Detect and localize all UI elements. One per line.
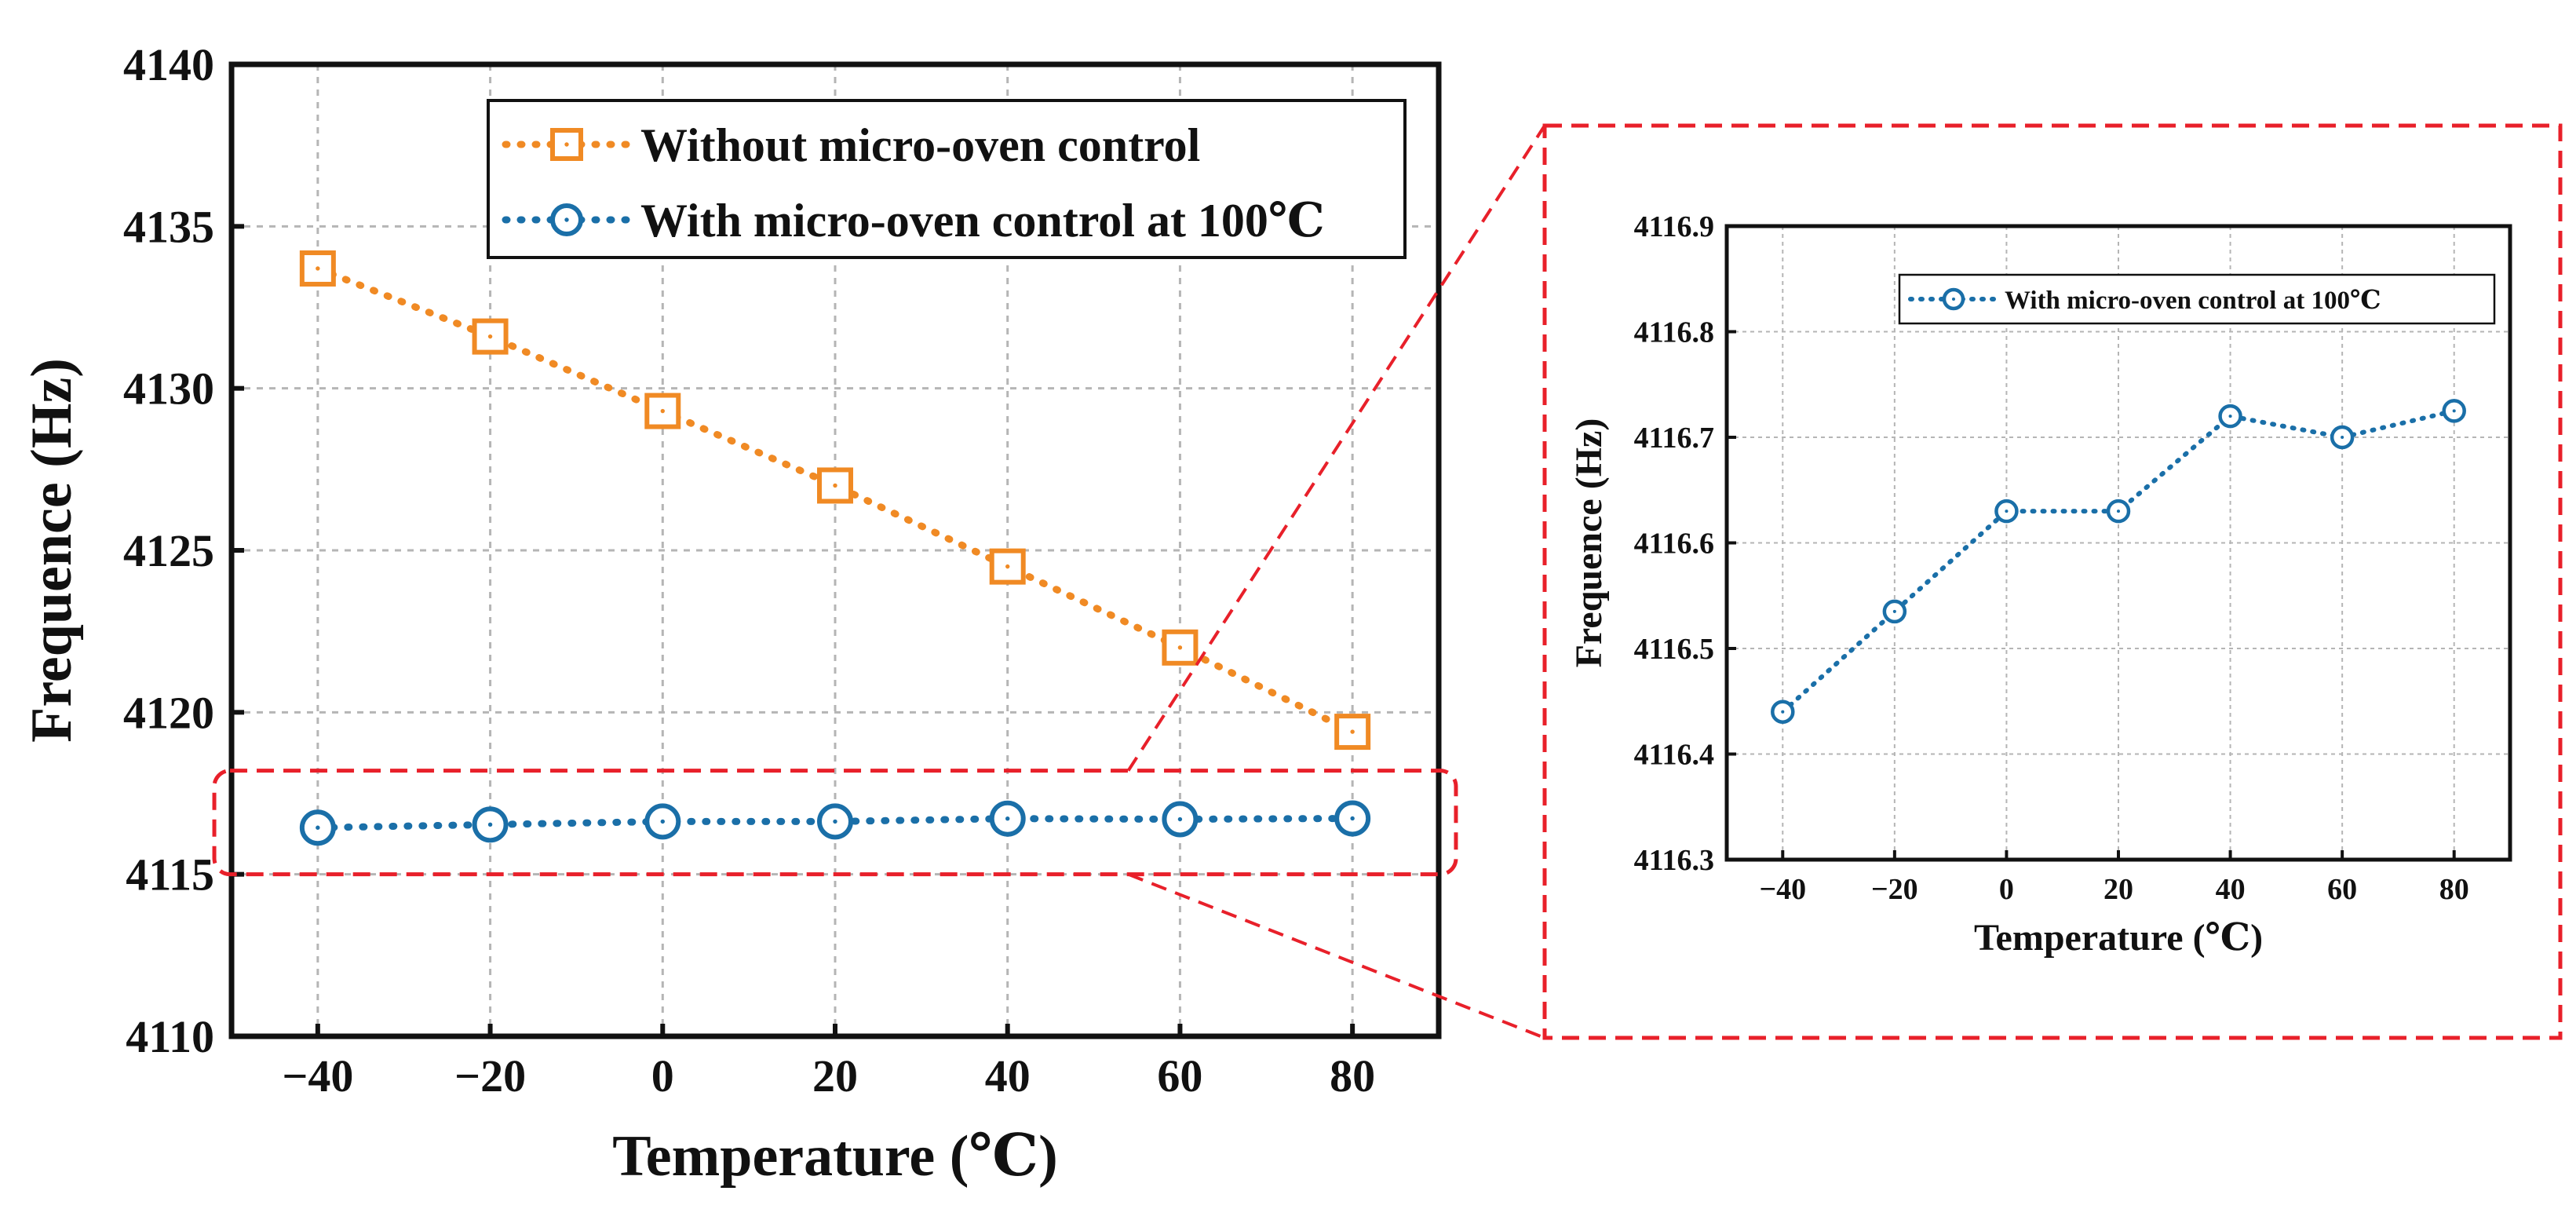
chart-0-series-0-point-dot xyxy=(1177,645,1183,650)
chart-0-series-0-point-dot xyxy=(316,266,320,271)
chart-0-series-0-point-dot xyxy=(660,408,665,414)
chart-0-y-axis-label: Frequence (Hz) xyxy=(20,358,84,743)
chart-0-y-tick-label: 4130 xyxy=(123,363,214,415)
chart-0-x-tick-label: 40 xyxy=(985,1050,1031,1101)
chart-1-y-tick-label: 4116.7 xyxy=(1634,422,1714,455)
chart-1-x-tick-label: 20 xyxy=(2103,873,2133,906)
chart-1-x-tick-label: 40 xyxy=(2216,873,2246,906)
chart-1: −40 −20 0 20 40 60 80 4116.3 4116.4 4116.5 4116.6 4… xyxy=(1568,210,2512,959)
chart-1-y-tick-label: 4116.6 xyxy=(1634,528,1714,561)
chart-1-y-tick-label: 4116.9 xyxy=(1634,210,1714,243)
chart-0-x-tick-label: 20 xyxy=(812,1050,858,1101)
chart-0-y-tick-label: 4115 xyxy=(126,849,214,900)
chart-1-legend-frame xyxy=(1898,273,2496,325)
chart-1-x-tick-label: −40 xyxy=(1759,873,1806,906)
chart-0-y-tick-label: 4110 xyxy=(126,1011,214,1062)
chart-0-series-0-point-dot xyxy=(1005,564,1010,569)
chart-0-series-1-point-dot xyxy=(316,825,320,830)
chart-0-series-0-point-dot xyxy=(833,483,837,488)
chart-0-y-tick-label: 4120 xyxy=(123,687,214,738)
chart-0-x-tick-label: 0 xyxy=(651,1050,674,1101)
chart-0-series-0-point xyxy=(1162,629,1199,666)
inset-zoom-frame xyxy=(1542,123,2563,1040)
chart-1-series-0-point-dot xyxy=(1781,710,1785,714)
chart-1-series-0-point-dot xyxy=(2452,409,2456,413)
highlight-box xyxy=(212,769,1458,877)
chart-0-y-tick-label: 4125 xyxy=(123,525,214,576)
chart-1-x-tick-label: 0 xyxy=(1999,873,2014,906)
chart-0-x-tick-label: 80 xyxy=(1330,1050,1375,1101)
chart-0-y-tick-label: 4135 xyxy=(123,201,214,252)
chart-1-legend-marker-dot xyxy=(1951,297,1956,301)
chart-0-series-0-point-dot xyxy=(487,334,493,339)
chart-1-series-0-point-dot xyxy=(1892,609,1896,613)
chart-0-x-tick-label: −20 xyxy=(454,1050,526,1101)
chart-1-y-tick-label: 4116.8 xyxy=(1634,316,1714,349)
chart-0-y-tick-label: 4140 xyxy=(123,39,214,90)
chart-1-series-0-point-dot xyxy=(2228,415,2232,418)
chart-0-series-1-point-dot xyxy=(487,822,493,827)
chart-1-y-tick-label: 4116.3 xyxy=(1634,844,1714,877)
chart-1-series-0-point-dot xyxy=(2005,510,2009,513)
chart-1-series-0-point-dot xyxy=(2341,435,2344,440)
chart-0-legend: Without micro-oven control With micro-ove… xyxy=(487,99,1407,259)
chart-1-y-tick-label: 4116.4 xyxy=(1634,739,1714,772)
chart-1-x-tick-label: −20 xyxy=(1871,873,1918,906)
chart-0-series-1-point-dot xyxy=(1177,816,1183,822)
chart-1-x-axis-label: Temperature (℃) xyxy=(1974,917,2263,959)
chart-0-legend-label: With micro-oven control at 100℃ xyxy=(640,195,1325,247)
chart-0-series-0-point-dot xyxy=(1350,729,1355,734)
chart-1-x-tick-label: 80 xyxy=(2439,873,2469,906)
chart-0-series-1-point-dot xyxy=(833,819,837,824)
chart-0-x-tick-label: −40 xyxy=(282,1050,353,1101)
chart-0-series-1-point-dot xyxy=(1005,816,1010,821)
chart-1-legend: With micro-oven control at 100℃ xyxy=(1898,273,2496,325)
chart-1-x-tick-label: 60 xyxy=(2327,873,2357,906)
chart-0-legend-marker-dot xyxy=(564,217,569,222)
chart-0-legend-label: Without micro-oven control xyxy=(640,119,1200,171)
chart-1-y-tick-label: 4116.5 xyxy=(1634,633,1714,666)
chart-0-x-tick-label: 60 xyxy=(1157,1050,1202,1101)
zoom-connector-top xyxy=(1126,124,1546,772)
chart-1-y-axis-label: Frequence (Hz) xyxy=(1568,418,1610,668)
chart-1-legend-label: With micro-oven control at 100℃ xyxy=(2005,287,2381,315)
chart-0-legend-marker-dot xyxy=(564,142,569,147)
zoom-connector-bottom xyxy=(1127,872,1545,1039)
chart-1-series-0-point-dot xyxy=(2116,510,2121,513)
chart-0: −40 −20 0 20 40 60 80 4110 4115 4120 4125 4130 4135 4… xyxy=(20,39,1442,1189)
chart-0-series-1-point-dot xyxy=(1350,816,1355,821)
chart-0-series-1-point-dot xyxy=(660,819,665,824)
chart-0-legend-frame xyxy=(487,99,1407,259)
chart-0-x-axis-label: Temperature (℃) xyxy=(612,1124,1058,1189)
